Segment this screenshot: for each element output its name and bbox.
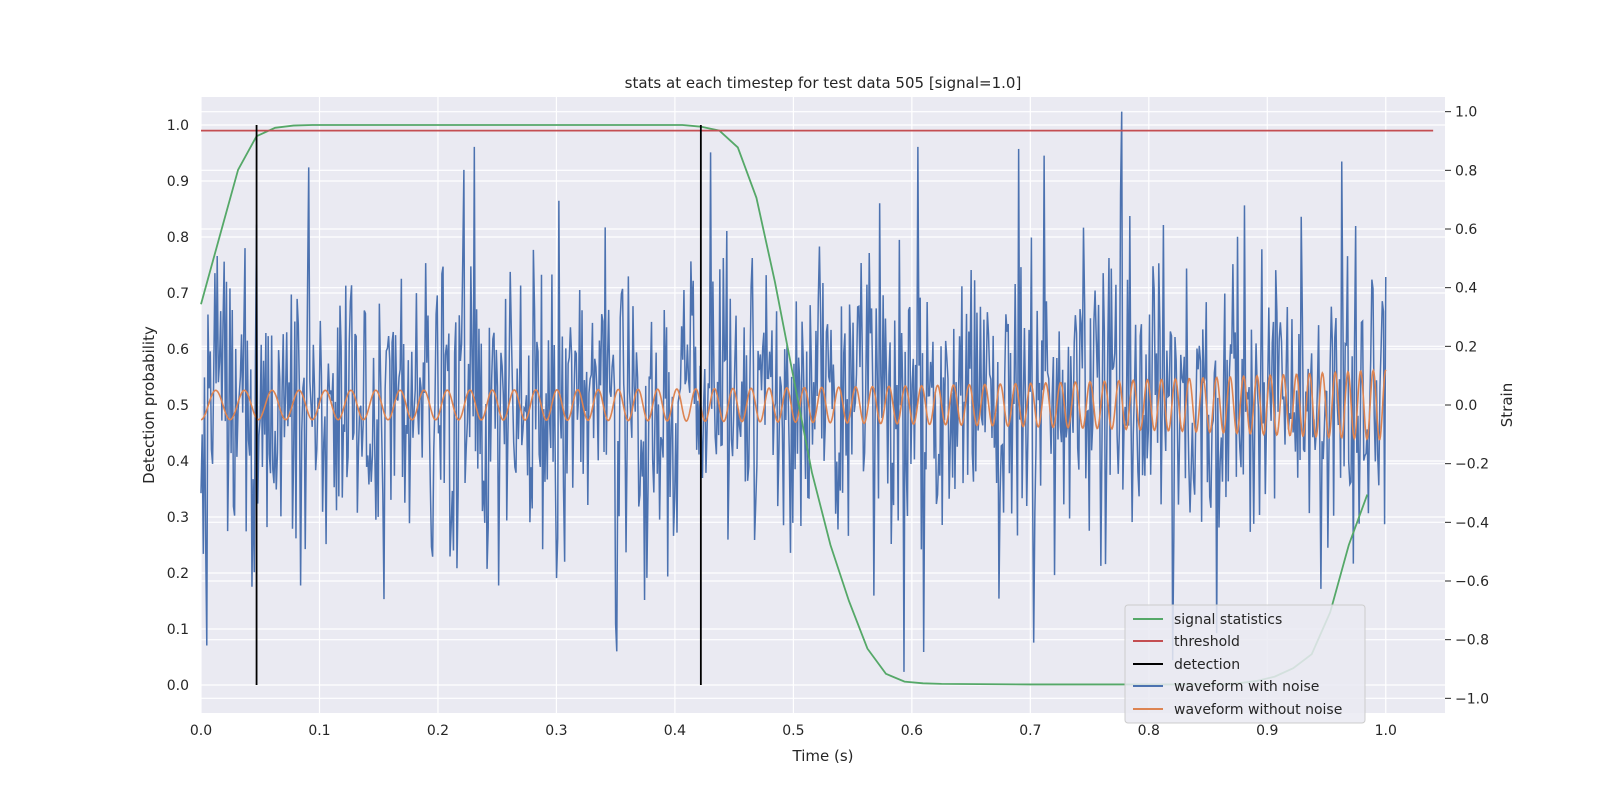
x-tick-label: 0.5 (782, 723, 804, 739)
y-right-tick-label: 0.2 (1455, 339, 1477, 355)
y-left-tick-label: 0.4 (167, 454, 189, 470)
y-right-tick-label: −1.0 (1455, 691, 1489, 707)
y-left-tick-label: 0.0 (167, 678, 189, 694)
legend-label-waveform-without-noise: waveform without noise (1174, 702, 1342, 718)
y-left-tick-labels: 0.0 0.1 0.2 0.3 0.4 0.5 0.6 0.7 0.8 0.9 1.0 (167, 118, 189, 694)
chart-title: stats at each timestep for test data 505… (625, 74, 1022, 92)
legend-label-signal-statistics: signal statistics (1174, 612, 1282, 628)
x-tick-label: 0.1 (308, 723, 330, 739)
y-left-tick-label: 0.7 (167, 286, 189, 302)
y-axis-label-right: Strain (1498, 383, 1516, 427)
y-left-tick-label: 0.5 (167, 398, 189, 414)
y-left-tick-label: 1.0 (167, 118, 189, 134)
y-right-tick-label: 0.4 (1455, 281, 1477, 297)
y-left-tick-label: 0.6 (167, 342, 189, 358)
y-right-tick-label: −0.4 (1455, 515, 1489, 531)
y-right-tick-label: 0.0 (1455, 398, 1477, 414)
x-tick-label: 0.8 (1138, 723, 1160, 739)
x-axis-label: Time (s) (792, 747, 854, 765)
x-tick-label: 0.7 (1019, 723, 1041, 739)
x-tick-label: 1.0 (1375, 723, 1397, 739)
legend: signal statistics threshold detection wa… (1124, 604, 1366, 724)
y-right-tick-label: −0.6 (1455, 574, 1489, 590)
y-left-tick-label: 0.1 (167, 622, 189, 638)
legend-box (1124, 604, 1366, 724)
y-right-tick-label: 1.0 (1455, 105, 1477, 121)
y-right-tick-label: −0.8 (1455, 633, 1489, 649)
legend-label-threshold: threshold (1174, 634, 1240, 650)
y-left-tick-label: 0.2 (167, 566, 189, 582)
y-right-tick-label: −0.2 (1455, 457, 1489, 473)
y-left-tick-label: 0.9 (167, 174, 189, 190)
y-right-tick-label: 0.8 (1455, 163, 1477, 179)
y-left-tick-label: 0.3 (167, 510, 189, 526)
y-right-tick-labels: −1.0 −0.8 −0.6 −0.4 −0.2 0.0 0.2 0.4 0.6 0.8 1.0 (1445, 105, 1489, 707)
x-tick-label: 0.9 (1256, 723, 1278, 739)
series-waveform-with-noise (200, 111, 1387, 672)
x-tick-label: 0.3 (545, 723, 567, 739)
x-tick-label: 0.0 (190, 723, 212, 739)
x-tick-label: 0.2 (427, 723, 449, 739)
x-tick-labels: 0.0 0.1 0.2 0.3 0.4 0.5 0.6 0.7 0.8 0.9 1.0 (190, 723, 1397, 739)
y-right-tick-label: 0.6 (1455, 222, 1477, 238)
y-left-tick-label: 0.8 (167, 230, 189, 246)
y-axis-label-left: Detection probability (140, 326, 158, 484)
x-tick-label: 0.6 (901, 723, 923, 739)
legend-label-waveform-with-noise: waveform with noise (1174, 679, 1319, 695)
series-waveform-without-noise (200, 368, 1387, 441)
legend-label-detection: detection (1174, 657, 1240, 673)
x-tick-label: 0.4 (664, 723, 686, 739)
